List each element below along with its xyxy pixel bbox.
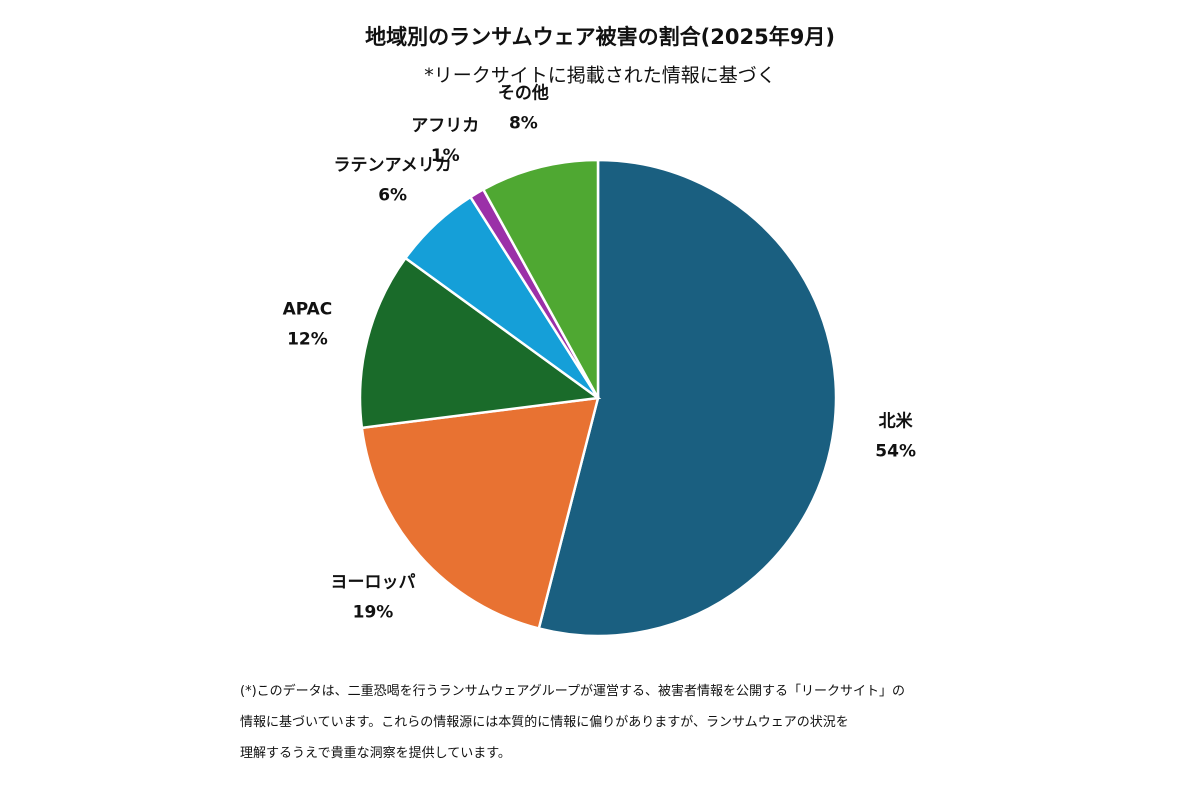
footnote-line: 理解するうえで貴重な洞察を提供しています。 <box>240 746 511 761</box>
chart-title: 地域別のランサムウェア被害の割合(2025年9月) <box>365 25 835 49</box>
chart: 地域別のランサムウェア被害の割合(2025年9月) *リークサイトに掲載された情… <box>283 25 916 638</box>
slice-value-label: 1% <box>431 146 460 166</box>
slice-label: ラテンアメリカ <box>334 155 452 175</box>
slice-label: ヨーロッパ <box>330 572 415 592</box>
slice-value-label: 54% <box>875 442 916 462</box>
footnote: (*)このデータは、二重恐喝を行うランサムウェアグループが運営する、被害者情報を… <box>240 676 905 769</box>
chart-subtitle: *リークサイトに掲載された情報に基づく <box>424 65 776 87</box>
slice-label: アフリカ <box>411 116 479 136</box>
pie-slice <box>537 158 838 638</box>
slice-value-label: 19% <box>353 602 394 622</box>
footnote-line: 情報に基づいています。これらの情報源には本質的に情報に偏りがありますが、ランサム… <box>240 715 849 730</box>
slice-value-label: 12% <box>287 329 328 349</box>
footnote-line: (*)このデータは、二重恐喝を行うランサムウェアグループが運営する、被害者情報を… <box>240 684 905 699</box>
pie-slice <box>358 256 602 430</box>
slice-label: その他 <box>498 82 549 103</box>
slice-label: APAC <box>283 299 333 319</box>
pie-slice <box>360 396 600 631</box>
slice-value-label: 6% <box>378 185 407 205</box>
slice-value-label: 8% <box>509 113 538 133</box>
slice-label: 北米 <box>879 411 914 432</box>
pie-slice <box>481 158 600 399</box>
